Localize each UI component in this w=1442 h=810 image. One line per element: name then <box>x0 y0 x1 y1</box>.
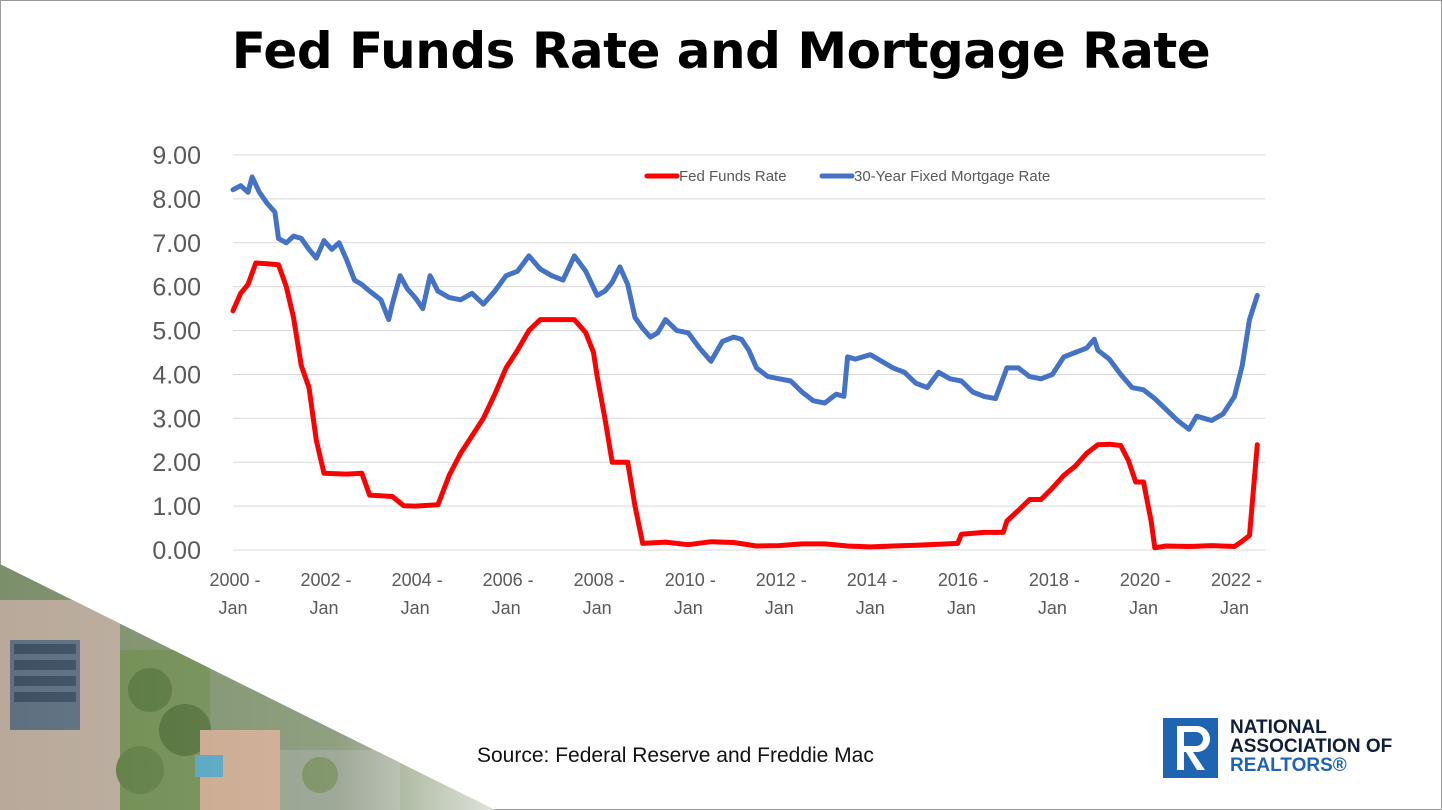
x-tick-label: 2000 - <box>209 570 260 590</box>
x-tick-label: 2002 - <box>301 570 352 590</box>
y-tick-label: 5.00 <box>152 318 201 346</box>
y-tick-label: 2.00 <box>152 449 201 477</box>
y-axis-labels: 0.00 1.00 2.00 3.00 4.00 5.00 6.00 7.00 8.00 9.00 <box>152 142 201 565</box>
y-tick-label: 0.00 <box>152 537 201 565</box>
logo-line-3: REALTORS® <box>1230 755 1347 776</box>
x-tick-label: Jan <box>401 598 430 618</box>
x-tick-label: Jan <box>583 598 612 618</box>
chart-title: Fed Funds Rate and Mortgage Rate <box>231 22 1211 80</box>
x-tick-label: Jan <box>947 598 976 618</box>
y-tick-label: 8.00 <box>152 186 201 214</box>
x-tick-label: 2006 - <box>483 570 534 590</box>
x-tick-label: Jan <box>1129 598 1158 618</box>
x-tick-label: Jan <box>1038 598 1067 618</box>
x-tick-label: 2008 - <box>574 570 625 590</box>
x-tick-label: 2014 - <box>847 570 898 590</box>
mortgage-rate-line <box>230 174 1260 432</box>
x-tick-label: 2016 - <box>938 570 989 590</box>
source-note: Source: Federal Reserve and Freddie Mac <box>477 744 874 767</box>
logo-line-2: ASSOCIATION OF <box>1230 736 1393 757</box>
logo-line-1: NATIONAL <box>1230 717 1327 738</box>
x-tick-label: 2010 - <box>665 570 716 590</box>
x-tick-label: Jan <box>310 598 339 618</box>
x-tick-label: 2020 - <box>1120 570 1171 590</box>
x-tick-label: Jan <box>856 598 885 618</box>
fed-funds-line <box>230 260 1260 551</box>
realtors-logo: NATIONAL ASSOCIATION OF REALTORS® <box>1163 718 1423 780</box>
y-tick-label: 3.00 <box>152 405 201 433</box>
x-tick-label: Jan <box>765 598 794 618</box>
legend-label: 30-Year Fixed Mortgage Rate <box>854 168 1050 185</box>
x-tick-label: 2004 - <box>392 570 443 590</box>
x-tick-label: Jan <box>1220 598 1249 618</box>
legend: Fed Funds Rate 30-Year Fixed Mortgage Rat… <box>644 168 1050 185</box>
x-tick-label: 2022 - <box>1211 570 1262 590</box>
y-tick-label: 9.00 <box>152 142 201 170</box>
x-tick-label: Jan <box>674 598 703 618</box>
x-tick-label: 2018 - <box>1029 570 1080 590</box>
x-tick-label: Jan <box>218 598 247 618</box>
y-tick-label: 7.00 <box>152 230 201 258</box>
y-tick-label: 6.00 <box>152 274 201 302</box>
legend-label: Fed Funds Rate <box>679 168 787 185</box>
realtors-r-icon <box>1163 718 1218 778</box>
series-lines <box>230 174 1260 551</box>
aerial-city-photo <box>0 564 495 810</box>
x-tick-label: Jan <box>492 598 521 618</box>
y-tick-label: 4.00 <box>152 361 201 389</box>
y-tick-label: 1.00 <box>152 493 201 521</box>
x-tick-label: 2012 - <box>756 570 807 590</box>
x-axis-labels: 2000 - Jan 2002 - Jan 2004 - Jan 2006 - Jan 2008… <box>209 570 1262 618</box>
